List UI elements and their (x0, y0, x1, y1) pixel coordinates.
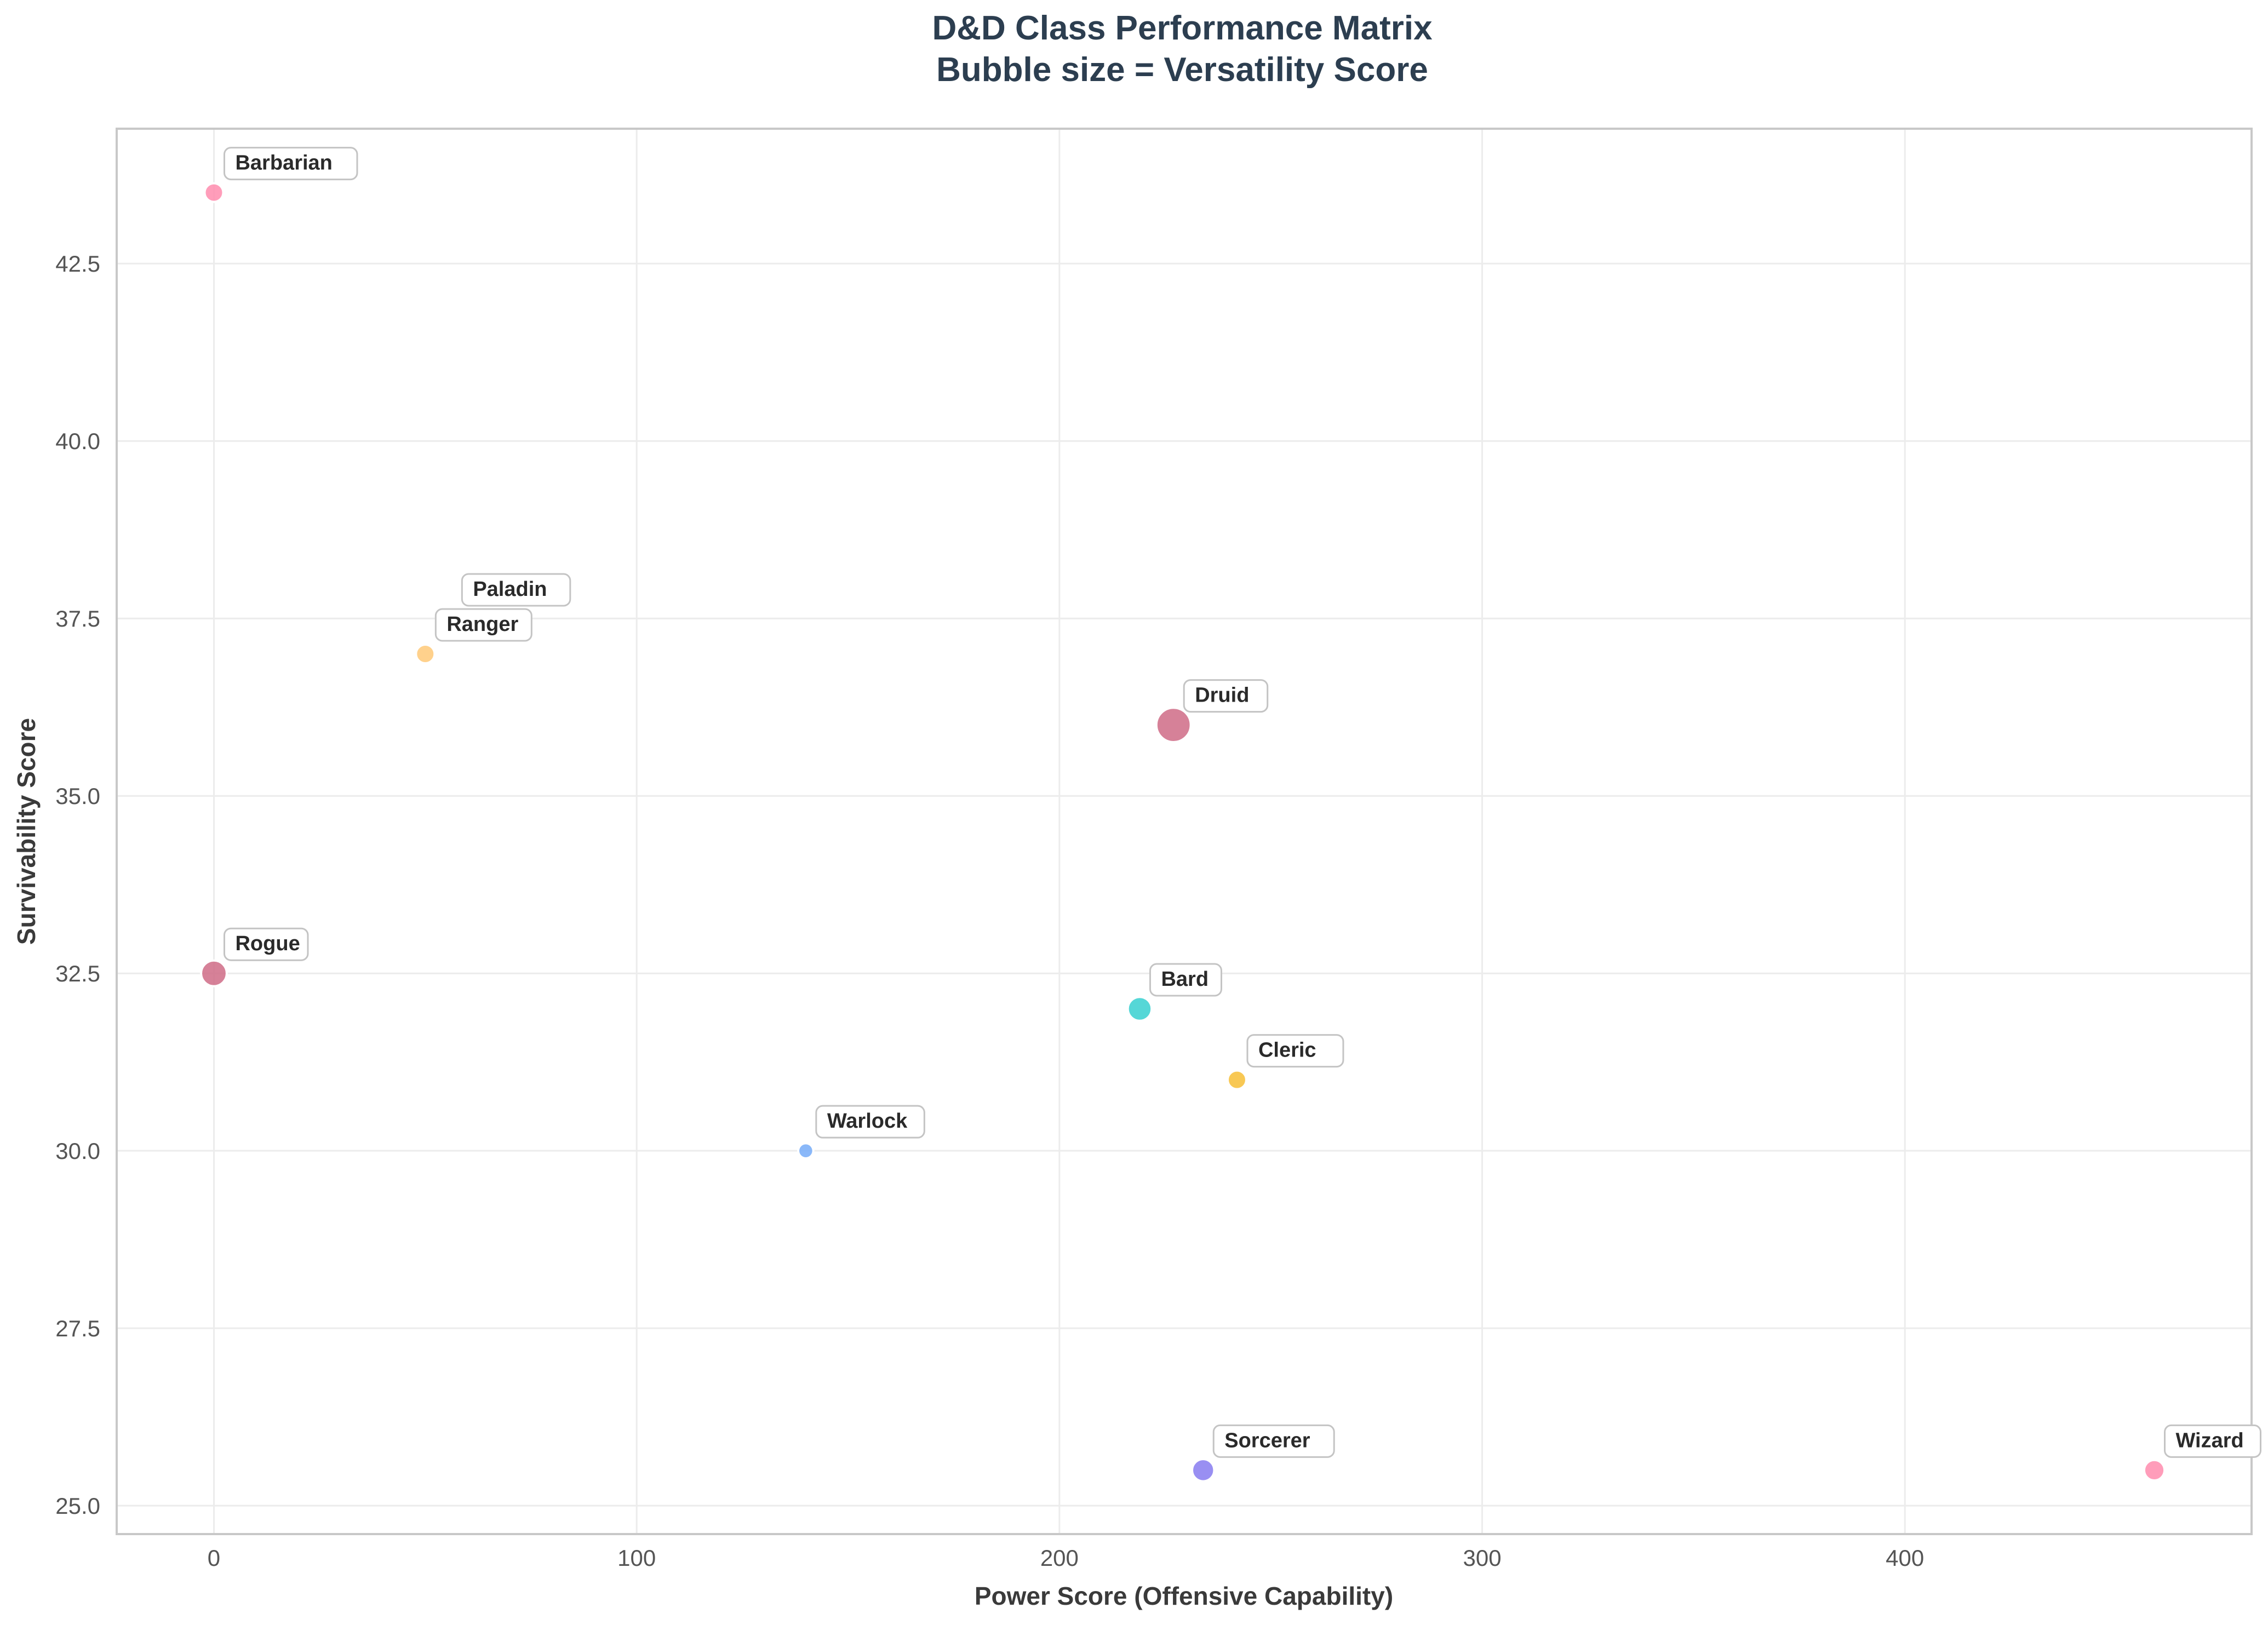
y-tick-label: 35.0 (55, 783, 100, 809)
point-label-box (223, 927, 309, 961)
point-label: Cleric (1258, 1039, 1316, 1062)
y-tick-label: 30.0 (55, 1138, 100, 1164)
x-axis-label: Power Score (Offensive Capability) (975, 1582, 1393, 1610)
y-tick-label: 32.5 (55, 961, 100, 986)
point-labels: Barbarian Ranger Paladin Druid Rogue Bard Cler… (223, 147, 2262, 1458)
point-label: Wizard (2176, 1429, 2244, 1452)
y-tick-label: 40.0 (55, 428, 100, 454)
point-label-box (1183, 679, 1269, 713)
point-label: Warlock (827, 1110, 908, 1133)
data-points (200, 182, 2166, 1483)
data-point (1226, 1069, 1247, 1090)
point-label-box (223, 147, 358, 181)
axis-ticks: 0 100 200 300 400 25.0 27.5 30.0 32.5 35.0 37.5 40.… (55, 251, 1924, 1571)
data-point (1126, 996, 1153, 1022)
y-tick-label: 37.5 (55, 606, 100, 631)
point-label-box (1212, 1424, 1335, 1458)
point-label-box (815, 1105, 925, 1139)
data-point (203, 182, 225, 203)
y-tick-label: 42.5 (55, 251, 100, 277)
x-tick-label: 200 (1040, 1545, 1079, 1571)
chart-title: D&D Class Performance Matrix (932, 9, 1433, 47)
point-label: Bard (1161, 968, 1209, 991)
point-label-box (461, 573, 571, 607)
data-point (200, 959, 228, 987)
data-point (2143, 1459, 2166, 1482)
point-label: Druid (1195, 684, 1249, 707)
data-point (1155, 707, 1192, 744)
x-tick-label: 0 (208, 1545, 220, 1571)
y-tick-label: 25.0 (55, 1493, 100, 1519)
x-tick-label: 400 (1886, 1545, 1924, 1571)
point-label-box (1246, 1034, 1344, 1068)
point-label: Sorcerer (1224, 1429, 1310, 1452)
point-label: Paladin (473, 578, 547, 601)
point-label-box (2164, 1424, 2262, 1458)
data-point (797, 1142, 815, 1159)
y-axis-label: Survivability Score (12, 718, 41, 945)
data-point (1191, 1458, 1216, 1483)
point-label: Ranger (446, 613, 518, 636)
chart-subtitle: Bubble size = Versatility Score (936, 51, 1428, 89)
point-label: Barbarian (235, 152, 332, 175)
point-label-box (1149, 963, 1222, 997)
y-tick-label: 27.5 (55, 1316, 100, 1341)
data-point (415, 644, 436, 665)
plot-area-frame (116, 128, 2253, 1535)
point-label: Rogue (235, 932, 300, 955)
x-tick-label: 100 (617, 1545, 656, 1571)
x-tick-label: 300 (1463, 1545, 1501, 1571)
point-label-box (434, 608, 532, 642)
